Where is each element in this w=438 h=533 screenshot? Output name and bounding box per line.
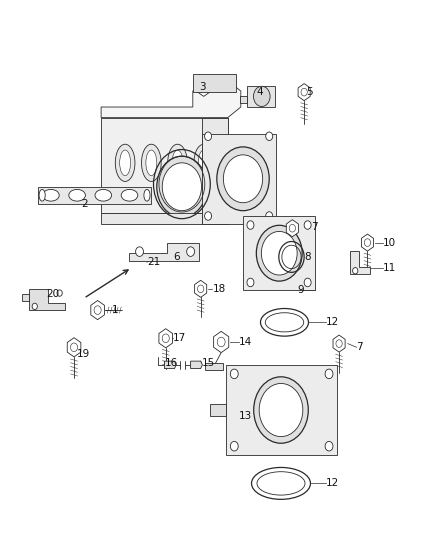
Polygon shape — [101, 118, 228, 213]
Text: 10: 10 — [383, 238, 396, 247]
Polygon shape — [333, 335, 345, 352]
Polygon shape — [38, 187, 151, 204]
Ellipse shape — [168, 144, 187, 181]
Ellipse shape — [162, 163, 201, 211]
Ellipse shape — [141, 144, 161, 181]
Polygon shape — [191, 361, 202, 368]
Ellipse shape — [198, 150, 209, 175]
Text: 2: 2 — [81, 199, 88, 209]
Ellipse shape — [32, 303, 37, 310]
Text: 15: 15 — [201, 358, 215, 368]
Text: 5: 5 — [306, 87, 313, 97]
Ellipse shape — [57, 290, 62, 296]
Text: 19: 19 — [77, 349, 90, 359]
Ellipse shape — [325, 441, 333, 451]
Polygon shape — [286, 220, 298, 237]
Ellipse shape — [157, 156, 207, 217]
Polygon shape — [67, 338, 81, 357]
Ellipse shape — [187, 247, 194, 256]
Ellipse shape — [194, 144, 214, 181]
Text: 11: 11 — [383, 263, 396, 272]
Ellipse shape — [230, 441, 238, 451]
Ellipse shape — [353, 268, 358, 274]
Ellipse shape — [259, 383, 303, 437]
Polygon shape — [361, 234, 374, 251]
Polygon shape — [159, 329, 173, 348]
Text: 8: 8 — [304, 252, 311, 262]
Ellipse shape — [144, 189, 150, 201]
Polygon shape — [21, 294, 29, 301]
Text: 1: 1 — [112, 305, 119, 315]
Polygon shape — [205, 364, 223, 370]
Ellipse shape — [266, 212, 273, 220]
Ellipse shape — [247, 278, 254, 287]
Polygon shape — [91, 301, 104, 320]
Ellipse shape — [304, 221, 311, 229]
Ellipse shape — [115, 144, 135, 181]
Polygon shape — [164, 361, 176, 368]
Polygon shape — [226, 365, 337, 455]
Polygon shape — [194, 280, 207, 297]
Text: 20: 20 — [46, 289, 60, 299]
Text: 14: 14 — [239, 337, 252, 347]
Polygon shape — [29, 289, 65, 310]
Ellipse shape — [172, 150, 183, 175]
Polygon shape — [298, 84, 310, 101]
Ellipse shape — [205, 132, 212, 141]
Ellipse shape — [256, 225, 302, 281]
Text: 21: 21 — [147, 257, 160, 267]
Ellipse shape — [325, 369, 333, 378]
Text: 9: 9 — [297, 286, 304, 295]
Polygon shape — [210, 403, 226, 416]
Text: 6: 6 — [173, 252, 180, 262]
Polygon shape — [101, 80, 241, 118]
Ellipse shape — [39, 189, 45, 201]
Text: 12: 12 — [326, 317, 339, 327]
Ellipse shape — [69, 189, 85, 201]
Polygon shape — [130, 243, 199, 261]
Ellipse shape — [230, 369, 238, 378]
Ellipse shape — [247, 221, 254, 229]
Text: 16: 16 — [164, 358, 178, 368]
Ellipse shape — [261, 231, 297, 275]
Ellipse shape — [254, 86, 270, 107]
Ellipse shape — [95, 189, 112, 201]
Ellipse shape — [146, 150, 157, 175]
Ellipse shape — [42, 189, 59, 201]
Polygon shape — [201, 134, 276, 224]
Ellipse shape — [205, 212, 212, 220]
Text: 7: 7 — [357, 342, 363, 352]
Polygon shape — [243, 216, 315, 290]
Text: 4: 4 — [256, 87, 263, 97]
Text: 12: 12 — [326, 479, 339, 488]
Text: 3: 3 — [199, 82, 206, 92]
Ellipse shape — [223, 155, 263, 203]
Ellipse shape — [120, 150, 131, 175]
Polygon shape — [201, 118, 228, 224]
Ellipse shape — [254, 377, 308, 443]
Polygon shape — [196, 75, 211, 96]
Ellipse shape — [217, 147, 269, 211]
Polygon shape — [193, 74, 237, 92]
Text: 17: 17 — [173, 333, 187, 343]
Polygon shape — [101, 213, 228, 224]
Polygon shape — [240, 96, 247, 103]
Ellipse shape — [121, 189, 138, 201]
Text: 13: 13 — [239, 411, 252, 422]
Polygon shape — [214, 332, 229, 353]
Polygon shape — [247, 86, 275, 107]
Ellipse shape — [136, 247, 144, 256]
Ellipse shape — [266, 132, 273, 141]
Polygon shape — [350, 251, 370, 274]
Ellipse shape — [304, 278, 311, 287]
Text: 7: 7 — [311, 222, 317, 232]
Text: 18: 18 — [212, 284, 226, 294]
